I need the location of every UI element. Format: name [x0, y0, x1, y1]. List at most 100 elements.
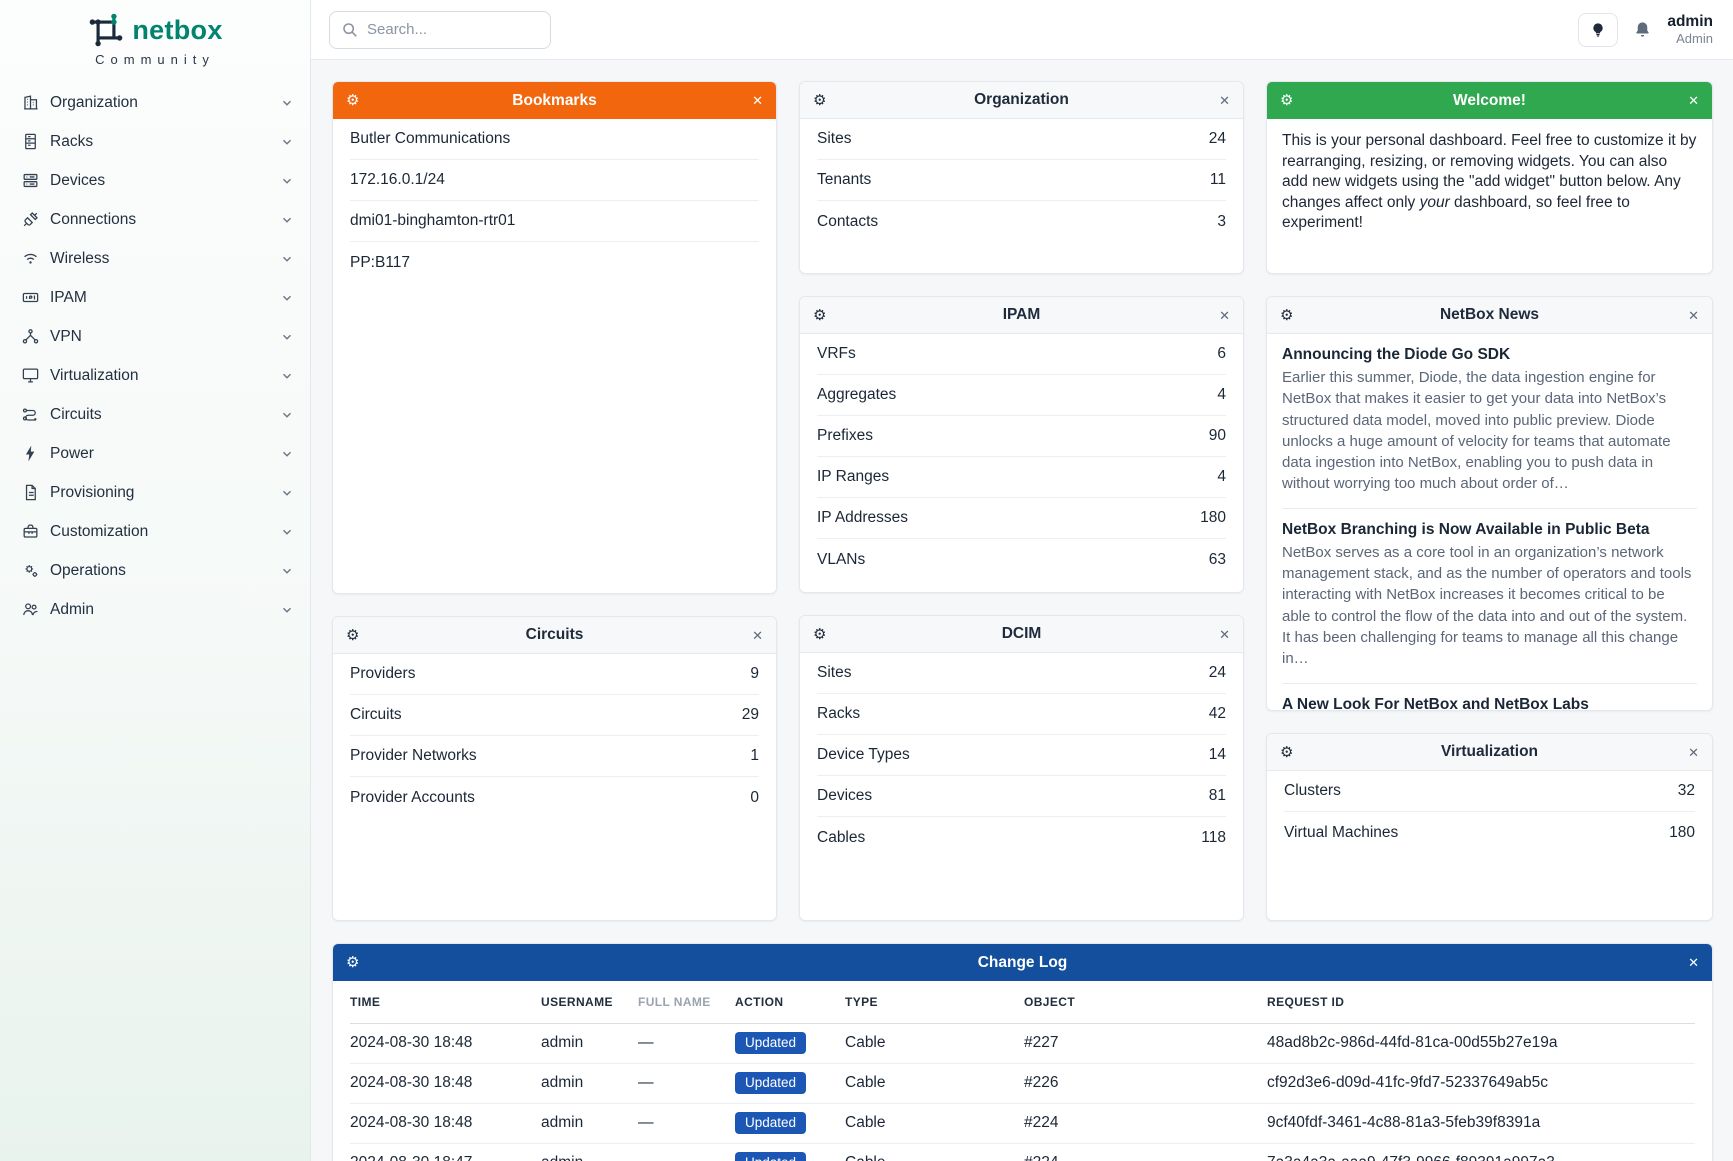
stat-row[interactable]: Providers 9	[350, 654, 759, 695]
stat-value: 6	[1217, 345, 1226, 362]
column-header-action[interactable]: Action	[735, 981, 845, 1024]
sidebar-item-customization[interactable]: Customization	[0, 512, 310, 551]
change-full-name: —	[638, 1143, 735, 1161]
sidebar-item-organization[interactable]: Organization	[0, 83, 310, 122]
stat-row[interactable]: Cables 118	[817, 817, 1226, 858]
stat-row[interactable]: Contacts 3	[817, 201, 1226, 242]
stat-row[interactable]: VRFs 6	[817, 334, 1226, 375]
widget-circuits-header: ⚙ Circuits ✕	[333, 617, 776, 654]
column-header-time[interactable]: Time	[350, 981, 541, 1024]
close-icon[interactable]: ✕	[1219, 92, 1230, 108]
stat-row[interactable]: Tenants 11	[817, 160, 1226, 201]
gear-icon[interactable]: ⚙	[813, 625, 827, 643]
change-request-id-link[interactable]: 48ad8b2c-986d-44fd-81ca-00d55b27e19a	[1267, 1023, 1695, 1064]
sidebar-item-label: Connections	[50, 210, 137, 228]
change-object-link[interactable]: #224	[1024, 1143, 1267, 1161]
search-box	[329, 10, 551, 49]
column-header-request-id[interactable]: Request ID	[1267, 981, 1695, 1024]
stat-row[interactable]: Devices 81	[817, 776, 1226, 817]
change-time-link[interactable]: 2024-08-30 18:48	[350, 1023, 541, 1064]
theme-toggle-button[interactable]	[1578, 12, 1619, 47]
change-time-link[interactable]: 2024-08-30 18:48	[350, 1063, 541, 1104]
gear-icon[interactable]: ⚙	[346, 626, 360, 644]
stat-row[interactable]: Sites 24	[817, 119, 1226, 160]
dashboard: ⚙ Bookmarks ✕ Butler Communications 172.…	[332, 81, 1713, 1161]
stat-row[interactable]: Provider Accounts 0	[350, 777, 759, 818]
sidebar-item-virtualization[interactable]: Virtualization	[0, 356, 310, 395]
change-request-id-link[interactable]: 7a3a4a3a-aaa9-47f3-9966-f89391a997a3	[1267, 1143, 1695, 1161]
stat-label: Sites	[817, 664, 852, 681]
stat-row[interactable]: Circuits 29	[350, 695, 759, 736]
sidebar-item-connections[interactable]: Connections	[0, 200, 310, 239]
cogs-icon	[20, 561, 40, 581]
sidebar-item-racks[interactable]: Racks	[0, 122, 310, 161]
bookmark-item[interactable]: PP:B117	[350, 242, 759, 283]
close-icon[interactable]: ✕	[1688, 955, 1699, 970]
sidebar-item-operations[interactable]: Operations	[0, 551, 310, 590]
welcome-text-part: This is your personal dashboard. Feel fr…	[1282, 132, 1697, 211]
stat-row[interactable]: VLANs 63	[817, 539, 1226, 580]
stat-row[interactable]: IP Ranges 4	[817, 457, 1226, 498]
sidebar-item-admin[interactable]: Admin	[0, 590, 310, 629]
brand[interactable]: netbox Community	[0, 0, 310, 67]
change-full-name: —	[638, 1023, 735, 1064]
sidebar-item-provisioning[interactable]: Provisioning	[0, 473, 310, 512]
stat-row[interactable]: Provider Networks 1	[350, 736, 759, 777]
close-icon[interactable]: ✕	[1688, 93, 1699, 108]
news-article: Announcing the Diode Go SDK Earlier this…	[1282, 334, 1697, 509]
gear-icon[interactable]: ⚙	[1280, 92, 1294, 109]
change-time-link[interactable]: 2024-08-30 18:47	[350, 1143, 541, 1161]
close-icon[interactable]: ✕	[1219, 307, 1230, 323]
close-icon[interactable]: ✕	[752, 627, 763, 643]
notifications-button[interactable]	[1633, 20, 1652, 39]
news-article-title[interactable]: Announcing the Diode Go SDK	[1282, 346, 1511, 363]
stat-row[interactable]: Aggregates 4	[817, 375, 1226, 416]
stat-row[interactable]: Sites 24	[817, 653, 1226, 694]
gear-icon[interactable]: ⚙	[346, 954, 360, 971]
sidebar-item-vpn[interactable]: VPN	[0, 317, 310, 356]
bookmark-item[interactable]: Butler Communications	[350, 119, 759, 160]
change-request-id-link[interactable]: 9cf40fdf-3461-4c88-81a3-5feb39f8391a	[1267, 1103, 1695, 1144]
stat-row[interactable]: Prefixes 90	[817, 416, 1226, 457]
column-header-type[interactable]: Type	[845, 981, 1024, 1024]
change-object-link[interactable]: #227	[1024, 1023, 1267, 1064]
bell-icon	[1633, 20, 1652, 39]
sidebar-item-circuits[interactable]: Circuits	[0, 395, 310, 434]
chevron-down-icon	[280, 252, 294, 266]
gear-icon[interactable]: ⚙	[346, 92, 360, 109]
change-time-link[interactable]: 2024-08-30 18:48	[350, 1103, 541, 1144]
news-article-title[interactable]: A New Look For NetBox and NetBox Labs	[1282, 695, 1589, 711]
bookmark-item[interactable]: dmi01-binghamton-rtr01	[350, 201, 759, 242]
stat-row[interactable]: Clusters 32	[1284, 771, 1695, 812]
change-type: Cable	[845, 1143, 1024, 1161]
sidebar-item-ipam[interactable]: IPAM	[0, 278, 310, 317]
close-icon[interactable]: ✕	[1688, 744, 1699, 760]
stat-row[interactable]: IP Addresses 180	[817, 498, 1226, 539]
sidebar-item-power[interactable]: Power	[0, 434, 310, 473]
change-object-link[interactable]: #226	[1024, 1063, 1267, 1104]
stat-row[interactable]: Racks 42	[817, 694, 1226, 735]
user-menu[interactable]: admin Admin	[1667, 13, 1713, 47]
gear-icon[interactable]: ⚙	[1280, 306, 1294, 324]
gear-icon[interactable]: ⚙	[1280, 743, 1294, 761]
stat-row[interactable]: Device Types 14	[817, 735, 1226, 776]
change-object-link[interactable]: #224	[1024, 1103, 1267, 1144]
stat-row[interactable]: Virtual Machines 180	[1284, 812, 1695, 853]
stat-value: 24	[1208, 130, 1226, 147]
close-icon[interactable]: ✕	[1219, 626, 1230, 642]
column-header-object[interactable]: Object	[1024, 981, 1267, 1024]
gear-icon[interactable]: ⚙	[813, 306, 827, 324]
close-icon[interactable]: ✕	[752, 93, 763, 108]
sidebar-item-label: Provisioning	[50, 483, 135, 501]
sidebar-item-devices[interactable]: Devices	[0, 161, 310, 200]
bookmark-item[interactable]: 172.16.0.1/24	[350, 160, 759, 201]
search-input[interactable]	[367, 21, 539, 38]
change-request-id-link[interactable]: cf92d3e6-d09d-41fc-9fd7-52337649ab5c	[1267, 1063, 1695, 1104]
sidebar-item-wireless[interactable]: Wireless	[0, 239, 310, 278]
column-header-username[interactable]: Username	[541, 981, 638, 1024]
close-icon[interactable]: ✕	[1688, 307, 1699, 323]
brand-name: netbox	[132, 14, 223, 45]
gear-icon[interactable]: ⚙	[813, 91, 827, 109]
news-article-title[interactable]: NetBox Branching is Now Available in Pub…	[1282, 520, 1650, 538]
